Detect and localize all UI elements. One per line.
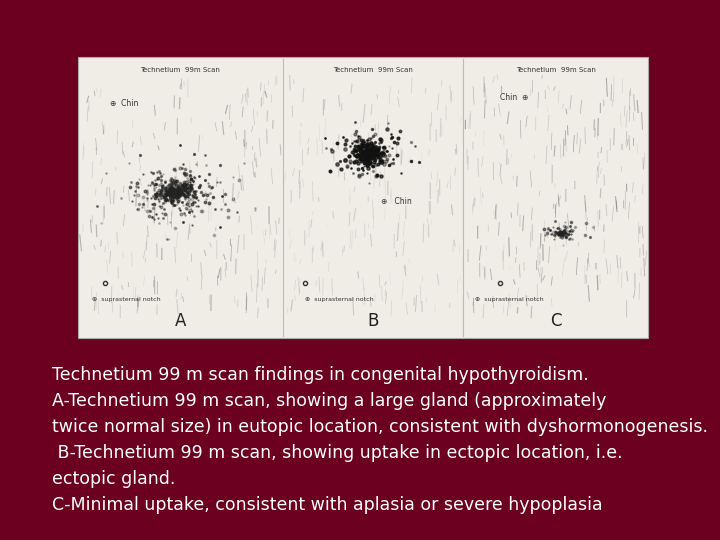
Bar [78,57,648,338]
Text: ⊕  suprasternal notch: ⊕ suprasternal notch [475,298,544,302]
Text: Technetium  99m Scan: Technetium 99m Scan [140,67,220,73]
Text: C: C [550,312,562,330]
Text: B-Technetium 99 m scan, showing uptake in ectopic location, i.e.: B-Technetium 99 m scan, showing uptake i… [52,444,623,462]
Text: Technetium  99m Scan: Technetium 99m Scan [516,67,595,73]
Text: A-Technetium 99 m scan, showing a large gland (approximately: A-Technetium 99 m scan, showing a large … [52,392,606,410]
Text: ⊕  suprasternal notch: ⊕ suprasternal notch [305,298,374,302]
Text: ⊕   Chin: ⊕ Chin [381,197,412,206]
Text: A: A [175,312,186,330]
Text: ⊕  Chin: ⊕ Chin [110,98,138,107]
Text: Technetium  99m Scan: Technetium 99m Scan [333,67,413,73]
Text: ectopic gland.: ectopic gland. [52,470,176,488]
Text: ⊕  suprasternal notch: ⊕ suprasternal notch [92,298,161,302]
Text: B: B [367,312,379,330]
Text: Chin  ⊕: Chin ⊕ [500,92,528,102]
Text: twice normal size) in eutopic location, consistent with dyshormonogenesis.: twice normal size) in eutopic location, … [52,418,708,436]
Text: C-Minimal uptake, consistent with aplasia or severe hypoplasia: C-Minimal uptake, consistent with aplasi… [52,496,603,514]
Text: Technetium 99 m scan findings in congenital hypothyroidism.: Technetium 99 m scan findings in congeni… [52,366,589,384]
